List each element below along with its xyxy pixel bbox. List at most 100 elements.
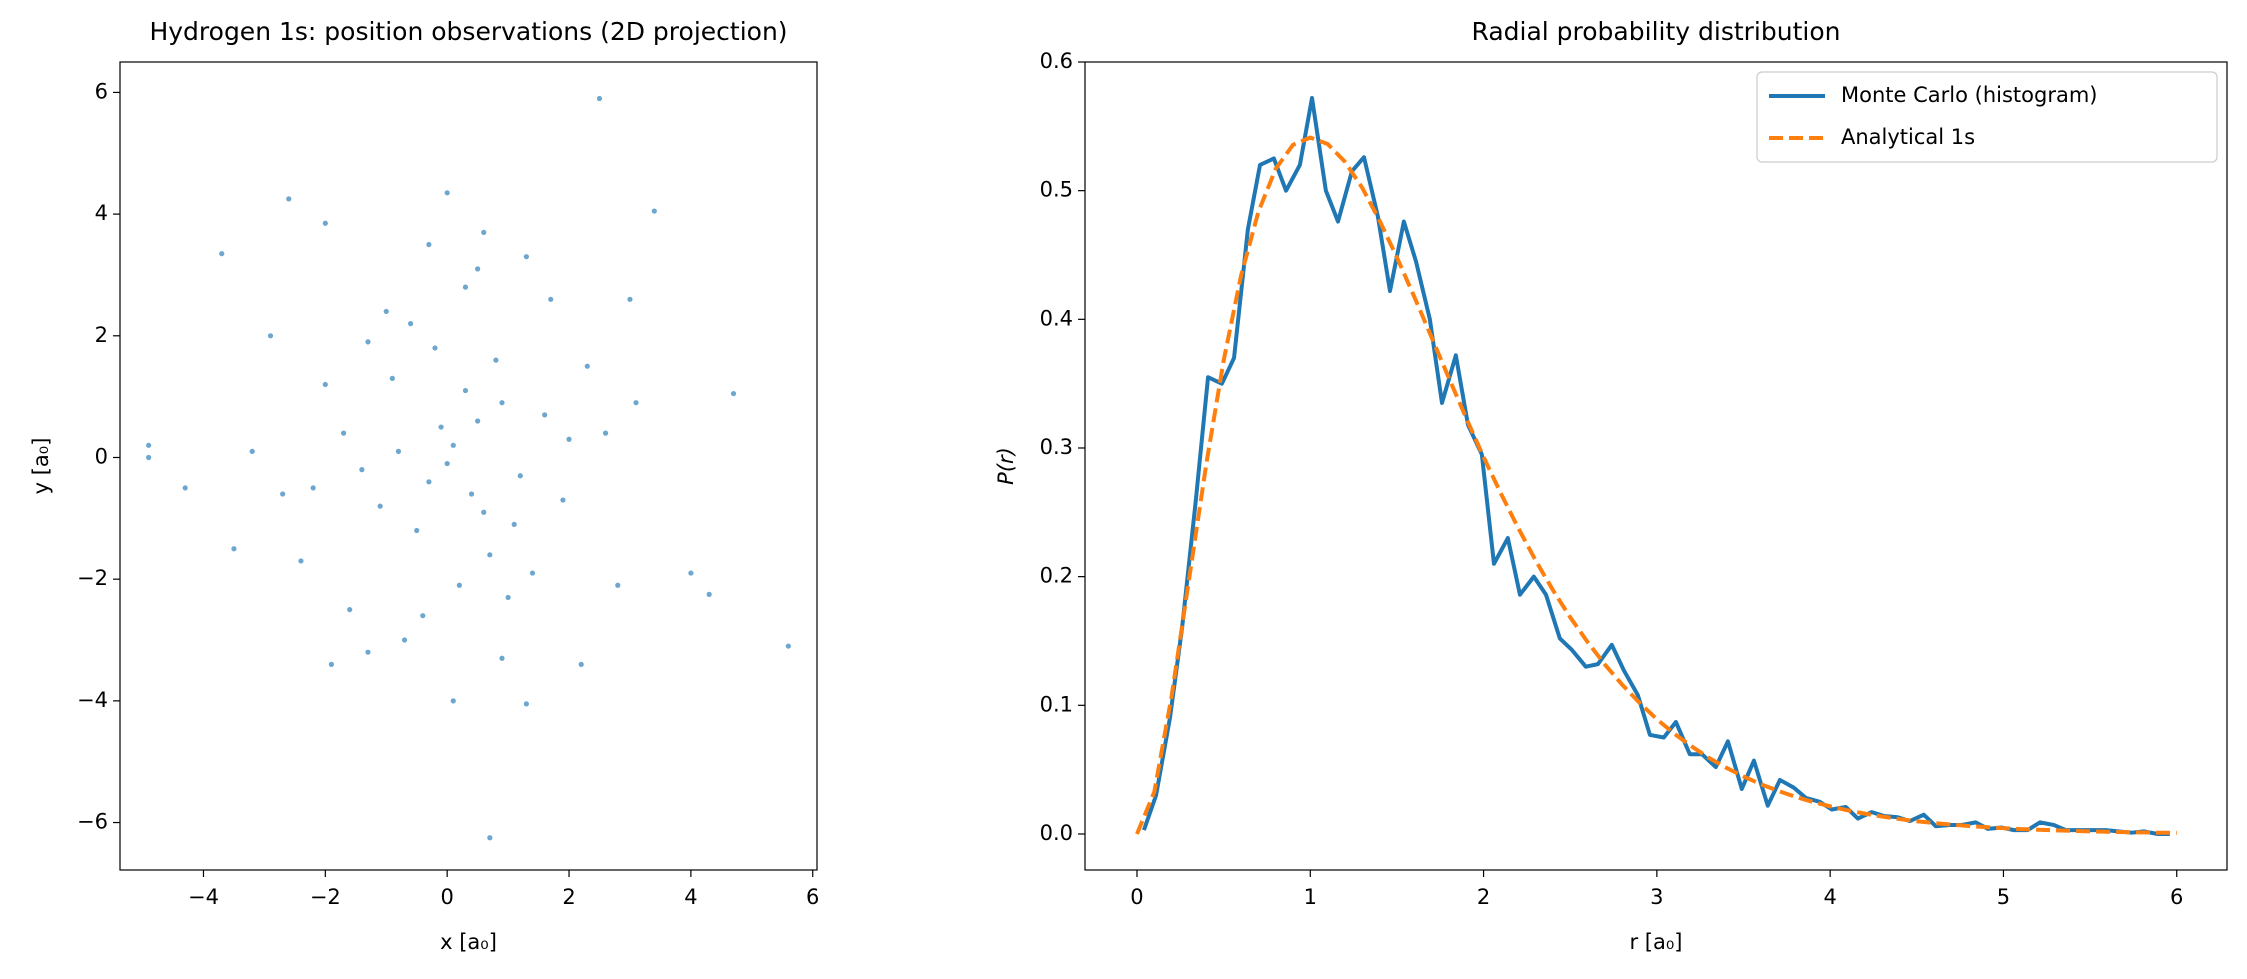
- scatter-point: [365, 649, 371, 655]
- scatter-point: [389, 375, 395, 381]
- scatter-point: [146, 442, 152, 448]
- chart-title: Hydrogen 1s: position observations (2D p…: [149, 17, 787, 46]
- scatter-point: [505, 594, 511, 601]
- scatter-point: [286, 196, 292, 202]
- chart-title: Radial probability distribution: [1472, 17, 1841, 46]
- x-tick-label: −4: [188, 885, 219, 909]
- scatter-point: [499, 655, 505, 661]
- scatter-point: [377, 503, 383, 509]
- scatter-point: [602, 430, 609, 436]
- scatter-point: [414, 527, 420, 534]
- x-axis-label: r [a₀]: [1630, 930, 1683, 954]
- x-tick-label: 4: [1823, 885, 1836, 909]
- scatter-point: [408, 321, 414, 327]
- scatter-point: [475, 418, 481, 424]
- scatter-point: [523, 254, 529, 260]
- scatter-point: [481, 509, 487, 515]
- scatter-point: [322, 381, 328, 388]
- x-tick-label: 1: [1304, 885, 1317, 909]
- scatter-point: [426, 479, 432, 485]
- x-tick-label: 4: [684, 885, 697, 909]
- x-tick-label: 3: [1650, 885, 1663, 909]
- scatter-point: [584, 363, 590, 369]
- legend-label: Monte Carlo (histogram): [1841, 83, 2097, 107]
- scatter-point: [426, 241, 432, 248]
- scatter-point: [401, 637, 408, 643]
- scatter-point: [267, 333, 274, 339]
- plot-area: [1135, 96, 2177, 836]
- scatter-point: [706, 591, 712, 597]
- x-tick-label: 6: [806, 885, 819, 909]
- line-series: [1135, 135, 2177, 835]
- y-tick-label: 0.4: [1040, 306, 1073, 330]
- scatter-point: [566, 436, 572, 442]
- scatter-point: [450, 442, 456, 448]
- scatter-point: [359, 467, 365, 473]
- scatter-point: [146, 454, 152, 461]
- scatter-point: [615, 582, 621, 588]
- x-axis-label: x [a₀]: [440, 930, 497, 954]
- y-tick-label: 2: [95, 323, 108, 347]
- scatter-point: [730, 390, 737, 397]
- x-tick-label: 2: [1477, 885, 1490, 909]
- y-tick-label: 0.3: [1040, 435, 1073, 459]
- x-tick-label: 5: [1997, 885, 2010, 909]
- scatter-point: [450, 698, 456, 704]
- scatter-point: [487, 835, 493, 841]
- y-tick-label: 0: [95, 444, 108, 468]
- scatter-point: [280, 491, 286, 497]
- scatter-point: [328, 661, 335, 667]
- y-tick-label: −2: [77, 566, 108, 590]
- scatter-point: [365, 339, 371, 345]
- scatter-point: [548, 296, 554, 302]
- axes-frame: [1084, 61, 2228, 871]
- scatter-point: [438, 424, 444, 430]
- scatter-point: [542, 412, 548, 418]
- y-tick-label: 0.5: [1040, 178, 1073, 202]
- scatter-point: [523, 701, 529, 707]
- y-axis-label: y [a₀]: [29, 438, 53, 495]
- legend-box: [1756, 71, 2218, 163]
- legend-label: Analytical 1s: [1841, 125, 1975, 149]
- scatter-point: [420, 613, 426, 619]
- x-tick-label: 0: [440, 885, 453, 909]
- y-tick-label: −6: [77, 810, 108, 834]
- y-tick-label: 0.6: [1040, 49, 1073, 73]
- scatter-point: [487, 552, 493, 558]
- scatter-point: [347, 606, 353, 613]
- scatter-point: [468, 491, 475, 497]
- x-tick-label: 0: [1130, 885, 1143, 909]
- axes-frame: [119, 61, 818, 871]
- scatter-point: [182, 485, 188, 491]
- y-tick-label: 6: [95, 79, 108, 103]
- scatter-point: [432, 345, 438, 351]
- scatter-point: [688, 570, 694, 576]
- y-tick-label: −4: [77, 688, 108, 712]
- scatter-point: [444, 190, 450, 196]
- y-tick-label: 0.0: [1040, 821, 1073, 845]
- scatter-point: [529, 570, 536, 576]
- scatter-point: [462, 387, 469, 394]
- y-tick-label: 0.2: [1040, 564, 1073, 588]
- scatter-point: [462, 284, 469, 290]
- scatter-point: [444, 460, 450, 467]
- scatter-point: [475, 266, 481, 272]
- x-tick-label: 6: [2170, 885, 2183, 909]
- scatter-point: [383, 308, 389, 315]
- scatter-point: [627, 296, 633, 302]
- scatter-point: [499, 400, 505, 406]
- scatter-point: [395, 448, 402, 454]
- x-tick-label: −2: [310, 885, 341, 909]
- scatter-point: [517, 473, 523, 479]
- scatter-point: [298, 558, 304, 564]
- y-tick-label: 4: [95, 201, 108, 225]
- scatter-point: [322, 220, 328, 226]
- scatter-point: [456, 582, 462, 588]
- y-tick-label: 0.1: [1040, 692, 1073, 716]
- scatter-point: [493, 357, 499, 363]
- scatter-point: [231, 546, 237, 552]
- scatter-point: [578, 661, 584, 667]
- line-series: [1142, 96, 2170, 836]
- scatter-point: [785, 643, 791, 649]
